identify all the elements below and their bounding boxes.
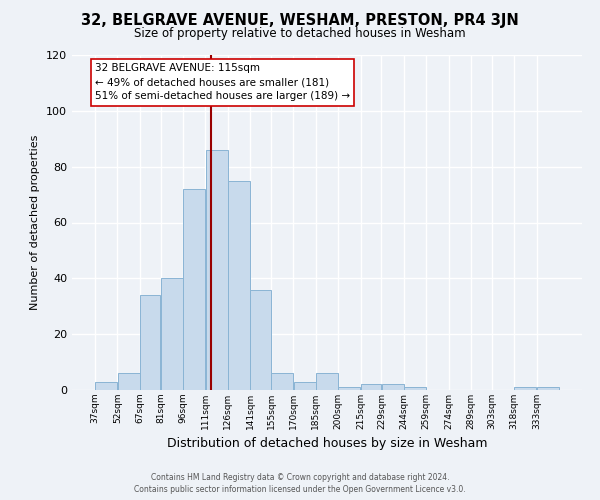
X-axis label: Distribution of detached houses by size in Wesham: Distribution of detached houses by size …: [167, 438, 487, 450]
Bar: [183, 189, 205, 390]
Bar: [95, 382, 117, 390]
Text: 32 BELGRAVE AVENUE: 115sqm
← 49% of detached houses are smaller (181)
51% of sem: 32 BELGRAVE AVENUE: 115sqm ← 49% of deta…: [95, 64, 350, 102]
Y-axis label: Number of detached properties: Number of detached properties: [31, 135, 40, 310]
Bar: [140, 295, 160, 390]
Bar: [404, 387, 426, 390]
Bar: [316, 373, 338, 390]
Bar: [228, 180, 250, 390]
Bar: [293, 382, 316, 390]
Bar: [250, 290, 271, 390]
Bar: [271, 373, 293, 390]
Bar: [361, 384, 381, 390]
Bar: [161, 278, 183, 390]
Bar: [514, 387, 536, 390]
Text: Size of property relative to detached houses in Wesham: Size of property relative to detached ho…: [134, 28, 466, 40]
Bar: [537, 387, 559, 390]
Text: Contains HM Land Registry data © Crown copyright and database right 2024.
Contai: Contains HM Land Registry data © Crown c…: [134, 472, 466, 494]
Bar: [338, 387, 361, 390]
Bar: [382, 384, 404, 390]
Bar: [206, 150, 227, 390]
Bar: [118, 373, 140, 390]
Text: 32, BELGRAVE AVENUE, WESHAM, PRESTON, PR4 3JN: 32, BELGRAVE AVENUE, WESHAM, PRESTON, PR…: [81, 12, 519, 28]
